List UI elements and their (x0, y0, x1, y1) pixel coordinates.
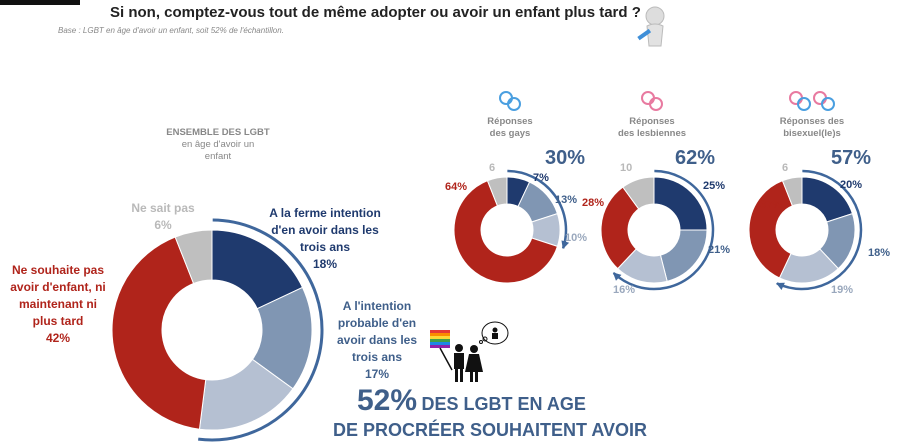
subgroup-title-line: Réponses (487, 116, 533, 127)
subgroup-want-total: 62% (675, 147, 716, 169)
subgroup-want-total: 57% (831, 147, 872, 169)
donut-2-segment-dk (622, 176, 655, 210)
donut-1-want-arc-arrowhead (561, 240, 570, 250)
label-ne-sait-pas: Ne sait pas 6% (131, 200, 194, 234)
donut-3-want-arc-arrowhead (775, 282, 785, 290)
subgroup-label-no: 28% (582, 197, 605, 209)
base-note: Base : LGBT en âge d'avoir un enfant, so… (58, 26, 284, 35)
donut-3-want-arc (776, 169, 863, 291)
label-line: avoir d'enfant, ni (10, 280, 106, 294)
subgroup-label-dk: 6 (489, 162, 496, 174)
donut-1-want-arc (507, 169, 568, 249)
family-rainbow-flag-icon (430, 321, 509, 382)
subgroup-title-line: bisexuel(le)s (783, 128, 841, 139)
label-value: 6% (154, 218, 172, 232)
subgroup-label-later: 19% (831, 284, 854, 296)
header-bar (0, 0, 80, 5)
donut-0-segment-dk (174, 229, 213, 285)
headline: 52% DES LGBT EN AGE (357, 384, 586, 423)
subgroup-title-line: Réponses (629, 116, 675, 127)
label-value: 18% (312, 257, 338, 271)
subgroup-title: Réponses des lesbiennes (618, 116, 686, 140)
donut-2-segment-probable (659, 229, 708, 282)
label-line: plus tard (32, 314, 84, 328)
headline-text: DES LGBT EN AGE (421, 394, 586, 414)
group-line: ENSEMBLE DES LGBT (166, 127, 270, 138)
subgroup-label-firm: 20% (840, 179, 863, 191)
label-line: A l'intention (342, 299, 412, 313)
gender-symbol-icon (499, 91, 521, 111)
subgroup-label-no: 37% (760, 199, 783, 211)
donut-2-want-arc-arrowhead (612, 272, 622, 281)
label-ferme-intention: A la ferme intention d'en avoir dans les… (269, 205, 381, 273)
subgroup-label-no: 64% (445, 181, 468, 193)
page-title: Si non, comptez-vous tout de même adopte… (110, 4, 641, 21)
subgroup-label-probable: 13% (555, 194, 578, 206)
donut-1-segment-no (453, 180, 559, 284)
label-line: d'en avoir dans les (271, 223, 379, 237)
subgroup-label-later: 16% (613, 284, 636, 296)
donut-2-segment-firm (653, 176, 708, 231)
main-group-title: ENSEMBLE DES LGBT en âge d'avoir un enfa… (166, 127, 269, 163)
label-line: A la ferme intention (269, 206, 381, 220)
gender-symbol-icon (789, 91, 835, 111)
subgroup-title-line: des gays (489, 128, 531, 139)
label-value: 17% (364, 367, 390, 381)
donut-3-segment-no (748, 180, 794, 279)
label-line: Ne souhaite pas (11, 263, 105, 277)
label-line: avoir dans les (336, 333, 418, 347)
label-line: maintenant ni (18, 297, 97, 311)
donut-2-want-arc (612, 169, 715, 291)
subgroup-label-firm: 7% (533, 172, 549, 184)
subgroup-title-line: des lesbiennes (617, 128, 687, 139)
group-line: en âge d'avoir un (181, 139, 255, 150)
donut-2-segment-no (600, 186, 640, 270)
donut-0-segment-no (111, 236, 207, 430)
label-line: probable d'en (337, 316, 417, 330)
label-line: trois ans (351, 350, 403, 364)
subgroup-label-probable: 21% (708, 244, 731, 256)
label-line: Ne sait pas (131, 201, 195, 215)
donut-3-segment-dk (781, 176, 803, 207)
group-line: enfant (204, 151, 232, 162)
subgroup-label-firm: 25% (703, 180, 726, 192)
gender-symbol-icon (641, 91, 663, 111)
subgroup-want-total: 30% (545, 147, 586, 169)
subgroup-label-probable: 18% (868, 247, 891, 259)
subgroup-title: Réponses des bisexuel(le)s (780, 116, 844, 140)
label-intention-probable: A l'intention probable d'en avoir dans l… (337, 298, 417, 383)
subgroup-label-dk: 6 (782, 162, 789, 174)
label-value: 42% (45, 331, 71, 345)
subgroup-title: Réponses des gays (487, 116, 532, 140)
subgroup-title-line: Réponses des (779, 116, 845, 127)
subgroup-label-later: 10% (565, 232, 588, 244)
headline-pct: 52% (357, 384, 418, 417)
label-ne-souhaite-pas: Ne souhaite pas avoir d'enfant, ni maint… (10, 262, 106, 347)
subgroup-label-dk: 10 (620, 162, 633, 174)
headline-text-2: DE PROCRÉER SOUHAITENT AVOIR (333, 420, 648, 440)
thinking-figure-icon (637, 6, 665, 47)
label-line: trois ans (299, 240, 351, 254)
donut-1-segment-dk (486, 176, 508, 207)
donut-0-want-arc (198, 218, 324, 442)
